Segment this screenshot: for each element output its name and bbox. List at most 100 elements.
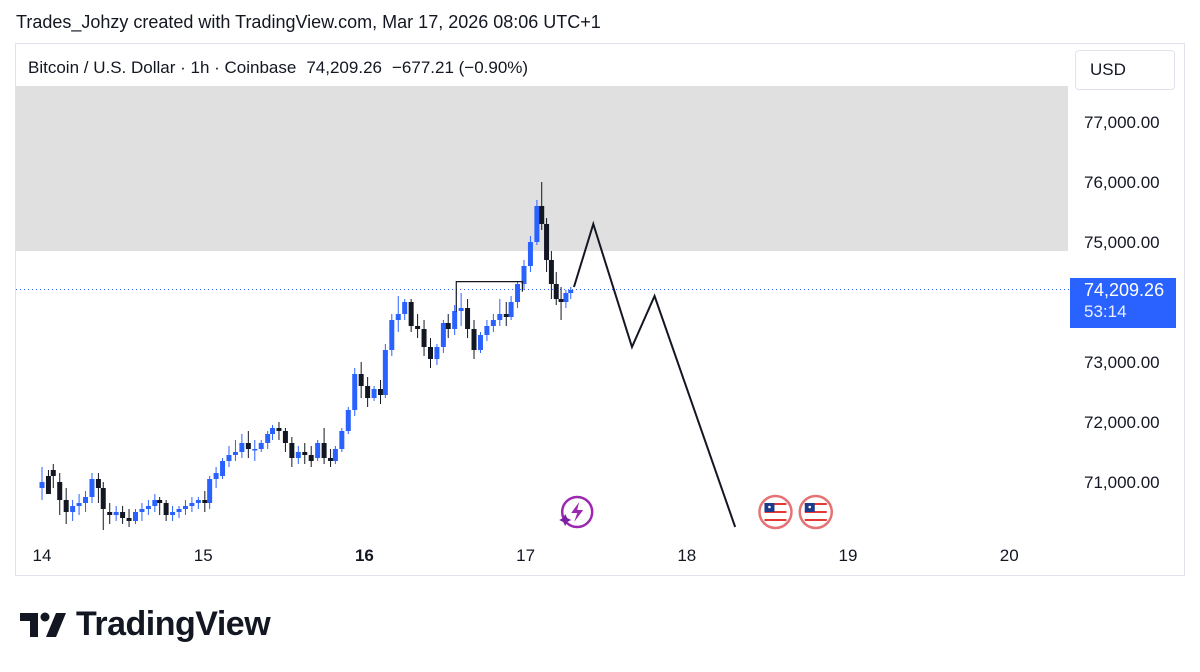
- candle-body: [83, 497, 89, 503]
- symbol-legend: Bitcoin / U.S. Dollar · 1h · Coinbase 74,…: [28, 58, 538, 78]
- candle-body: [70, 506, 76, 512]
- candle-body: [245, 443, 251, 449]
- x-tick-label: 14: [33, 546, 52, 565]
- candle-body: [497, 314, 503, 320]
- y-tick-label: 75,000.00: [1084, 233, 1160, 252]
- symbol-name: Bitcoin / U.S. Dollar · 1h · Coinbase: [28, 58, 297, 77]
- tradingview-logo-icon: [20, 612, 66, 637]
- candle-body: [490, 320, 496, 326]
- candle-body: [126, 518, 132, 521]
- candle-body: [89, 479, 95, 497]
- last-price-tag: 74,209.26 53:14: [1070, 278, 1176, 328]
- candle-body: [113, 512, 119, 515]
- candle-body: [415, 326, 421, 329]
- candle-body: [258, 443, 264, 449]
- y-tick-label: 77,000.00: [1084, 113, 1160, 132]
- candle-body: [265, 434, 271, 443]
- last-price-label: 74,209.26: [1084, 280, 1165, 300]
- candle-body: [345, 410, 351, 431]
- candle-body: [332, 449, 338, 461]
- us-flag-icon[interactable]: [758, 494, 793, 530]
- candle-body: [76, 503, 82, 506]
- candle-body: [421, 329, 427, 347]
- candle-body: [477, 335, 483, 350]
- candle-body: [358, 374, 364, 386]
- candle-body: [189, 503, 195, 506]
- candle-body: [553, 284, 559, 299]
- candle-body: [213, 473, 219, 479]
- tradingview-logo-text: TradingView: [76, 605, 271, 643]
- us-flag-icon[interactable]: [798, 494, 834, 530]
- candle-body: [95, 479, 101, 488]
- candle-body: [302, 452, 308, 455]
- currency-button[interactable]: USD: [1075, 50, 1175, 90]
- candle-body: [508, 302, 514, 317]
- candle-body: [352, 374, 358, 410]
- candle-body: [408, 302, 414, 326]
- candle-body: [382, 350, 388, 395]
- candle-body: [132, 512, 138, 521]
- candle-body: [471, 329, 477, 350]
- candle-body: [534, 206, 540, 242]
- y-tick-label: 71,000.00: [1084, 473, 1160, 492]
- candle-body: [232, 452, 238, 455]
- candle-body: [321, 443, 327, 458]
- projection-path: [573, 220, 737, 528]
- candle-body: [308, 455, 314, 461]
- candle-body: [378, 389, 384, 395]
- y-tick-label: 72,000.00: [1084, 413, 1160, 432]
- y-tick-label: 76,000.00: [1084, 173, 1160, 192]
- candle-body: [163, 503, 169, 515]
- candle-body: [145, 506, 151, 509]
- x-tick-label: 15: [194, 546, 213, 565]
- candle-body: [195, 500, 201, 503]
- event-markers[interactable]: [559, 494, 834, 530]
- candle-body: [445, 323, 451, 329]
- candle-body: [544, 224, 550, 260]
- candle-body: [100, 488, 106, 509]
- candle-body: [176, 509, 182, 512]
- chart-credit: Trades_Johzy created with TradingView.co…: [16, 12, 601, 32]
- x-axis: 14 15 16 17 18 19 20: [33, 546, 1019, 565]
- candle-body: [276, 428, 282, 431]
- legend-change: −677.21 (−0.90%): [391, 58, 529, 77]
- lightning-icon[interactable]: [559, 495, 594, 529]
- candle-body: [389, 320, 395, 350]
- bar-countdown: 53:14: [1084, 302, 1127, 321]
- x-tick-label: 20: [1000, 546, 1019, 565]
- range-box-line: [455, 281, 523, 312]
- chart-frame: [15, 43, 1185, 576]
- x-tick-label: 18: [677, 546, 696, 565]
- candle-body: [548, 260, 554, 284]
- candle-body: [458, 308, 464, 311]
- candle-body: [63, 500, 69, 512]
- candle-body: [120, 512, 126, 518]
- tradingview-logo: TradingView: [18, 605, 271, 644]
- candle-body: [539, 206, 545, 224]
- candle-body: [515, 284, 521, 302]
- candle-body: [252, 449, 258, 451]
- candle-body: [39, 482, 45, 488]
- candle-body: [207, 479, 213, 503]
- candle-body: [45, 476, 51, 494]
- candle-body: [182, 506, 188, 509]
- candle-body: [282, 431, 288, 443]
- candle-body: [568, 290, 574, 293]
- candle-body: [521, 266, 527, 284]
- candle-body: [289, 443, 295, 458]
- candle-body: [57, 482, 63, 500]
- candle-body: [503, 314, 509, 317]
- candle-body: [107, 512, 113, 515]
- candle-body: [202, 500, 208, 503]
- candle-body: [427, 347, 433, 359]
- candle-body: [270, 428, 276, 434]
- candle-body: [157, 500, 163, 503]
- candle-body: [452, 311, 458, 329]
- candle-body: [465, 308, 471, 329]
- candle-body: [315, 443, 321, 458]
- candle-body: [402, 302, 408, 314]
- y-tick-label: 73,000.00: [1084, 353, 1160, 372]
- candle-body: [152, 500, 158, 506]
- candle-body: [170, 512, 176, 515]
